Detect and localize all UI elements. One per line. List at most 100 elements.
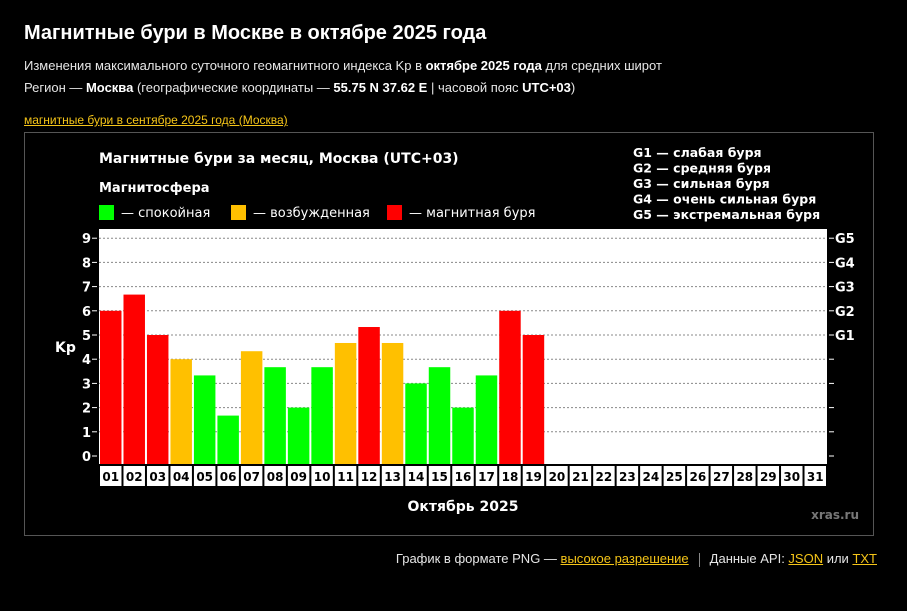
x-tick-label: 07 — [243, 470, 260, 484]
bar-13 — [381, 342, 404, 464]
y-tick-label: 0 — [82, 450, 91, 465]
y-tick-label: 9 — [82, 232, 91, 247]
x-label-box — [452, 466, 474, 486]
x-tick-label: 12 — [361, 470, 378, 484]
x-label-box — [311, 466, 333, 486]
x-tick-label: 10 — [314, 470, 331, 484]
x-label-box — [100, 466, 122, 486]
chart-title: Магнитные бури за месяц, Москва (UTC+03) — [99, 151, 459, 167]
bar-06 — [217, 415, 239, 464]
y-tick-label: 2 — [82, 402, 91, 417]
x-label-box — [593, 466, 615, 486]
g-tick-label: G5 — [835, 232, 855, 247]
x-tick-label: 31 — [807, 470, 824, 484]
x-tick-label: 17 — [478, 470, 495, 484]
x-tick-label: 04 — [173, 470, 190, 484]
legend-swatch — [387, 205, 402, 220]
x-tick-label: 15 — [431, 470, 448, 484]
txt-link[interactable]: TXT — [852, 551, 877, 566]
x-label-box — [499, 466, 521, 486]
bar-15 — [428, 367, 451, 464]
x-tick-label: 13 — [384, 470, 401, 484]
y-tick-label: 1 — [82, 426, 91, 441]
x-tick-label: 03 — [149, 470, 166, 484]
x-label-box — [687, 466, 709, 486]
legend-item-label: — спокойная — [121, 206, 210, 221]
subtitle-index-pre: Изменения максимального суточного геомаг… — [24, 58, 426, 73]
footer-png-text: График в формате PNG — — [395, 551, 561, 566]
g-legend-item: G5 — экстремальная буря — [633, 207, 820, 222]
legend: — спокойная — возбужденная — магнитная бур… — [99, 205, 535, 221]
x-label-box — [428, 466, 451, 486]
x-tick-label: 14 — [408, 470, 425, 484]
g-tick-label: G1 — [835, 329, 855, 344]
subtitle-region-pre: Регион — — [24, 80, 86, 95]
x-tick-label: 23 — [619, 470, 636, 484]
bar-14 — [405, 383, 427, 464]
x-label-box — [240, 466, 263, 486]
bar-07 — [240, 351, 263, 464]
x-tick-label: 29 — [760, 470, 777, 484]
bar-19 — [522, 335, 545, 464]
x-label-box — [146, 466, 169, 486]
x-label-box — [193, 466, 216, 486]
legend-item-label: — возбужденная — [253, 206, 370, 221]
footer: График в формате PNG — высокое разрешени… — [396, 551, 877, 567]
region-city: Москва — [85, 80, 134, 95]
x-tick-label: 28 — [736, 470, 753, 484]
hires-link[interactable]: высокое разрешение — [560, 551, 689, 566]
x-label-box — [381, 466, 404, 486]
g-legend-item: G2 — средняя буря — [633, 161, 771, 176]
x-axis-label: Октябрь 2025 — [408, 499, 519, 515]
bar-02 — [123, 294, 145, 464]
legend-title: Магнитосфера — [99, 181, 210, 196]
x-label-box — [405, 466, 427, 486]
json-link[interactable]: JSON — [788, 551, 824, 566]
subtitle-region-mid: (географические координаты — — [133, 80, 334, 95]
x-tick-label: 02 — [126, 470, 143, 484]
bar-03 — [146, 335, 169, 464]
y-tick-label: 8 — [82, 256, 91, 271]
bars — [100, 294, 545, 464]
x-tick-label: 11 — [337, 470, 354, 484]
subtitle-region-mid2: | часовой пояс — [427, 80, 523, 95]
y-tick-label: 6 — [82, 305, 91, 320]
g-tick-label: G3 — [835, 281, 855, 296]
subtitle-index: Изменения максимального суточного геомаг… — [24, 58, 662, 73]
bar-11 — [334, 342, 357, 464]
x-tick-label: 26 — [689, 470, 706, 484]
x-label-box — [710, 466, 733, 486]
bar-10 — [311, 367, 333, 464]
x-label-box — [663, 466, 686, 486]
previous-month-link[interactable]: магнитные бури в сентябре 2025 года (Мос… — [24, 113, 288, 127]
g-axis: G1 G2 G3 G4 G5 — [829, 232, 855, 457]
x-tick-label: 05 — [196, 470, 213, 484]
x-tick-label: 06 — [220, 470, 237, 484]
g-legend-item: G1 — слабая буря — [633, 145, 762, 160]
bar-04 — [170, 359, 192, 464]
x-label-box — [475, 466, 498, 486]
x-label-box — [170, 466, 192, 486]
y-axis-label: Kp — [55, 340, 76, 356]
x-tick-label: 01 — [102, 470, 119, 484]
y-axis: 0 1 2 3 4 5 6 7 8 9 — [82, 232, 97, 465]
x-tick-label: 08 — [267, 470, 284, 484]
x-label-box — [569, 466, 592, 486]
g-legend-item: G4 — очень сильная буря — [633, 192, 816, 207]
x-label-box — [757, 466, 780, 486]
bar-05 — [193, 375, 216, 464]
x-label-box — [264, 466, 286, 486]
x-axis: 01 02 03 04 05 06 07 08 09 10 11 12 13 14 15 16 17 18 19 20… — [100, 466, 826, 486]
g-tick-label: G2 — [835, 305, 855, 320]
x-label-box — [734, 466, 756, 486]
x-tick-label: 27 — [713, 470, 730, 484]
x-tick-label: 09 — [290, 470, 307, 484]
kp-chart: Магнитные бури за месяц, Москва (UTC+03)… — [55, 145, 859, 522]
bar-09 — [287, 407, 310, 464]
x-label-box — [358, 466, 380, 486]
region-timezone: UTC+03 — [522, 80, 571, 95]
x-label-box — [287, 466, 310, 486]
footer-api-text: Данные API: — [709, 551, 789, 566]
x-label-box — [334, 466, 357, 486]
